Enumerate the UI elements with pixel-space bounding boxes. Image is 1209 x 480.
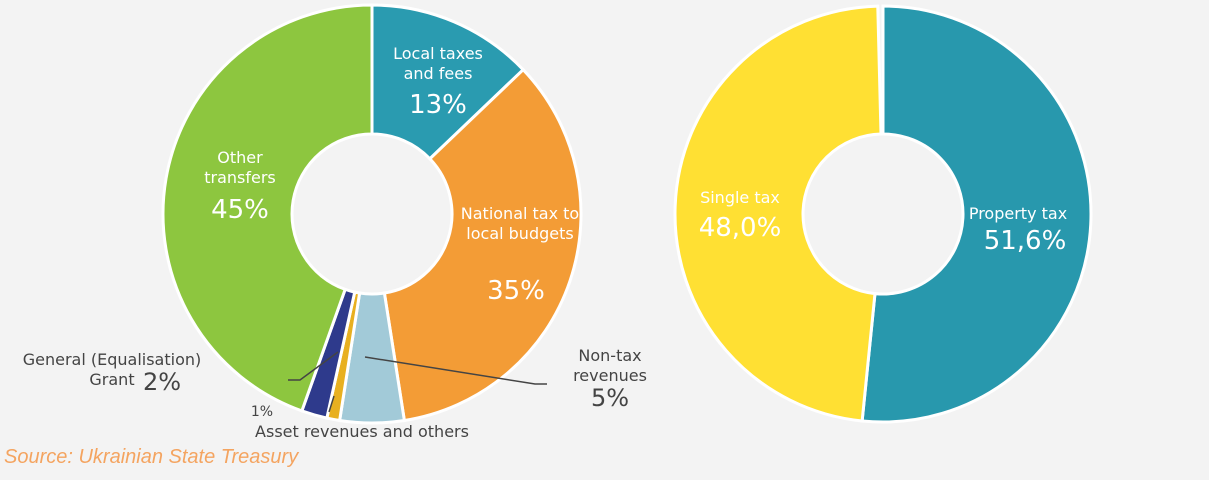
slice-name: Local taxes and fees <box>393 44 483 83</box>
slice-name: Asset revenues and others <box>255 422 469 441</box>
donut-slice <box>161 3 374 413</box>
slice-value-label: 1% <box>250 404 274 420</box>
slice-value-label: 5% <box>590 384 630 412</box>
leader-line <box>328 395 335 413</box>
slice-value-label: 13% <box>409 90 467 120</box>
slice-value-label: 51,6% <box>983 226 1067 256</box>
slice-value-label: 35% <box>487 276 545 306</box>
leader-line <box>364 356 547 385</box>
slice-name: General (Equalisation) Grant <box>22 350 202 389</box>
donut-slice <box>860 4 1093 424</box>
slice-name: Property tax <box>968 204 1068 223</box>
source-note: Source: Ukrainian State Treasury <box>4 446 299 468</box>
slice-name: Single tax <box>700 188 780 207</box>
slice-name: Non-tax revenues <box>573 346 647 385</box>
donut-slice <box>370 3 526 161</box>
slice-value-label: 45% <box>211 195 269 225</box>
donut-slice <box>673 4 883 423</box>
slice-value-label: 2% <box>142 368 182 396</box>
donut-slice <box>382 67 583 423</box>
slice-value-label: 48,0% <box>698 213 782 243</box>
leader-line <box>288 351 339 381</box>
slice-name: Other transfers <box>204 148 276 187</box>
slice-name: National tax to local budgets <box>460 204 580 243</box>
